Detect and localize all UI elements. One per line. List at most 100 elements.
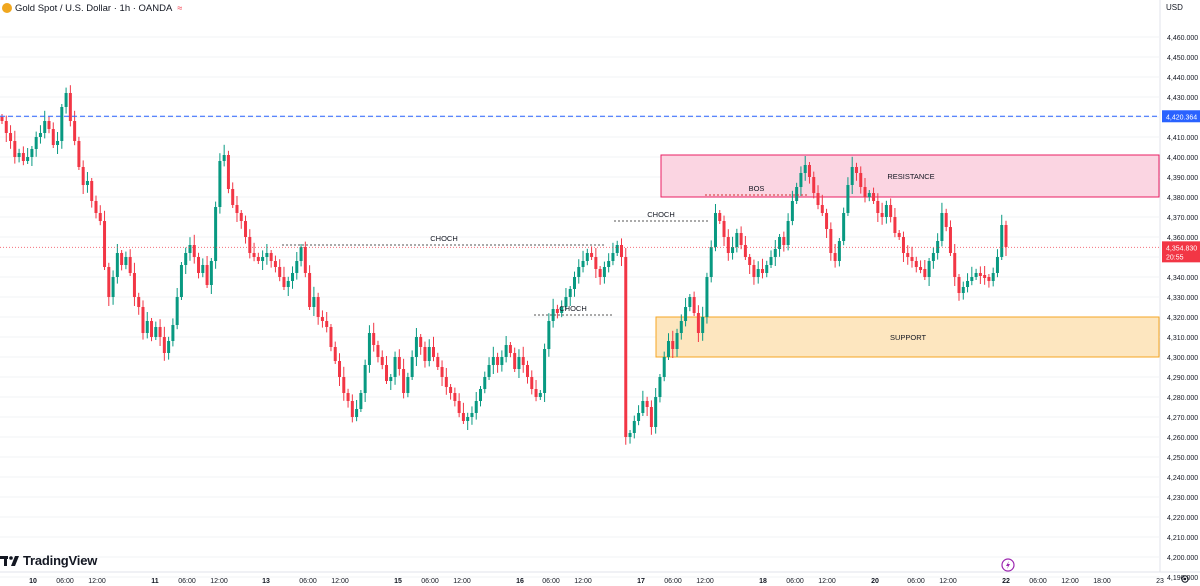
y-tick-label: 4,190.000 bbox=[1167, 575, 1198, 582]
candle-body bbox=[265, 253, 269, 257]
candle-body bbox=[479, 389, 483, 401]
x-tick-label: 17 bbox=[637, 578, 645, 585]
candle-body bbox=[859, 173, 863, 187]
x-tick-label: 06:00 bbox=[1029, 578, 1047, 585]
candle-body bbox=[602, 267, 606, 277]
y-tick-label: 4,410.000 bbox=[1167, 135, 1198, 142]
candle-body bbox=[158, 327, 162, 337]
candle-body bbox=[987, 277, 991, 281]
candle-body bbox=[175, 297, 179, 325]
zones: RESISTANCE SUPPORT bbox=[655, 154, 1160, 358]
candle-body bbox=[363, 365, 367, 393]
candle-body bbox=[585, 253, 589, 261]
y-tick-label: 4,280.000 bbox=[1167, 395, 1198, 402]
candle-body bbox=[919, 267, 923, 270]
lightning-icon[interactable] bbox=[1001, 558, 1015, 572]
x-tick-label: 06:00 bbox=[664, 578, 682, 585]
candle-body bbox=[124, 257, 128, 265]
tradingview-logo[interactable]: TradingView bbox=[0, 553, 97, 568]
candle-body bbox=[359, 393, 363, 409]
candle-body bbox=[197, 257, 201, 273]
candle-body bbox=[833, 253, 837, 261]
x-tick-label: 12:00 bbox=[453, 578, 471, 585]
candle-body bbox=[910, 257, 914, 261]
candle-body bbox=[611, 253, 615, 261]
candle-body bbox=[380, 357, 384, 365]
candle-body bbox=[624, 257, 628, 437]
candle-body bbox=[846, 185, 850, 213]
candle-body bbox=[47, 121, 51, 129]
market-status-icon: ≈ bbox=[177, 3, 183, 13]
candle-body bbox=[615, 245, 619, 253]
candle-body bbox=[931, 253, 935, 261]
candle-body bbox=[654, 397, 658, 427]
y-tick-label: 4,200.000 bbox=[1167, 555, 1198, 562]
brand-name: TradingView bbox=[23, 553, 98, 568]
candle-body bbox=[957, 277, 961, 293]
candle-body bbox=[756, 269, 760, 277]
x-tick-label: 12:00 bbox=[696, 578, 714, 585]
candle-body bbox=[807, 165, 811, 177]
candle-body bbox=[521, 357, 525, 365]
candle-body bbox=[393, 357, 397, 377]
y-tick-label: 4,340.000 bbox=[1167, 275, 1198, 282]
candle-body bbox=[0, 117, 4, 121]
candle-body bbox=[470, 413, 474, 417]
candle-body bbox=[572, 277, 576, 289]
candle-body bbox=[333, 347, 337, 361]
candle-body bbox=[56, 141, 60, 145]
candle-body bbox=[342, 377, 346, 393]
candle-body bbox=[748, 257, 752, 265]
candle-body bbox=[73, 121, 77, 141]
y-tick-label: 4,370.000 bbox=[1167, 215, 1198, 222]
candle-body bbox=[81, 167, 85, 185]
x-tick-label: 18 bbox=[759, 578, 767, 585]
candle-body bbox=[30, 149, 34, 157]
candle-body bbox=[38, 133, 42, 137]
candle-body bbox=[713, 213, 717, 247]
candle-body bbox=[688, 297, 692, 307]
candle-body bbox=[799, 173, 803, 187]
candle-body bbox=[320, 317, 324, 321]
candle-body bbox=[637, 413, 641, 421]
currency-label[interactable]: USD bbox=[1166, 3, 1183, 12]
candle-body bbox=[726, 237, 730, 253]
y-tick-label: 4,440.000 bbox=[1167, 75, 1198, 82]
candle-body bbox=[141, 307, 145, 333]
candle-body bbox=[98, 213, 102, 221]
candle-body bbox=[226, 155, 230, 189]
candle-body bbox=[641, 401, 645, 413]
candle-body bbox=[26, 157, 30, 161]
symbol-header[interactable]: Gold Spot / U.S. Dollar · 1h · OANDA ≈ bbox=[0, 0, 182, 16]
candle-body bbox=[696, 313, 700, 333]
x-tick-label: 15 bbox=[394, 578, 402, 585]
candle-body bbox=[154, 327, 158, 337]
candle-body bbox=[658, 377, 662, 397]
x-tick-label: 12:00 bbox=[574, 578, 592, 585]
candle-body bbox=[214, 207, 218, 261]
time-axis[interactable]: 10 06:00 12:00 11 06:00 12:00 13 06:00 12:00 15 06… bbox=[29, 578, 1164, 585]
candle-body bbox=[735, 233, 739, 247]
candle-body bbox=[684, 307, 688, 321]
candle-body bbox=[594, 257, 598, 269]
candle-body bbox=[978, 273, 982, 276]
candle-body bbox=[252, 253, 256, 257]
candle-body bbox=[261, 257, 265, 261]
candle-body bbox=[500, 357, 504, 365]
candle-body bbox=[491, 357, 495, 365]
candle-body bbox=[436, 357, 440, 367]
candle-body bbox=[350, 401, 354, 417]
candle-body bbox=[876, 201, 880, 213]
gear-icon[interactable] bbox=[1180, 574, 1190, 584]
candle-body bbox=[666, 341, 670, 357]
y-tick-label: 4,220.000 bbox=[1167, 515, 1198, 522]
candle-body bbox=[85, 181, 89, 185]
candle-body bbox=[953, 253, 957, 277]
tradingview-logo-icon bbox=[0, 555, 19, 566]
y-tick-label: 4,240.000 bbox=[1167, 475, 1198, 482]
candle-body bbox=[385, 365, 389, 381]
y-tick-label: 4,290.000 bbox=[1167, 375, 1198, 382]
candle-body bbox=[825, 213, 829, 229]
candle-body bbox=[1004, 225, 1008, 247]
